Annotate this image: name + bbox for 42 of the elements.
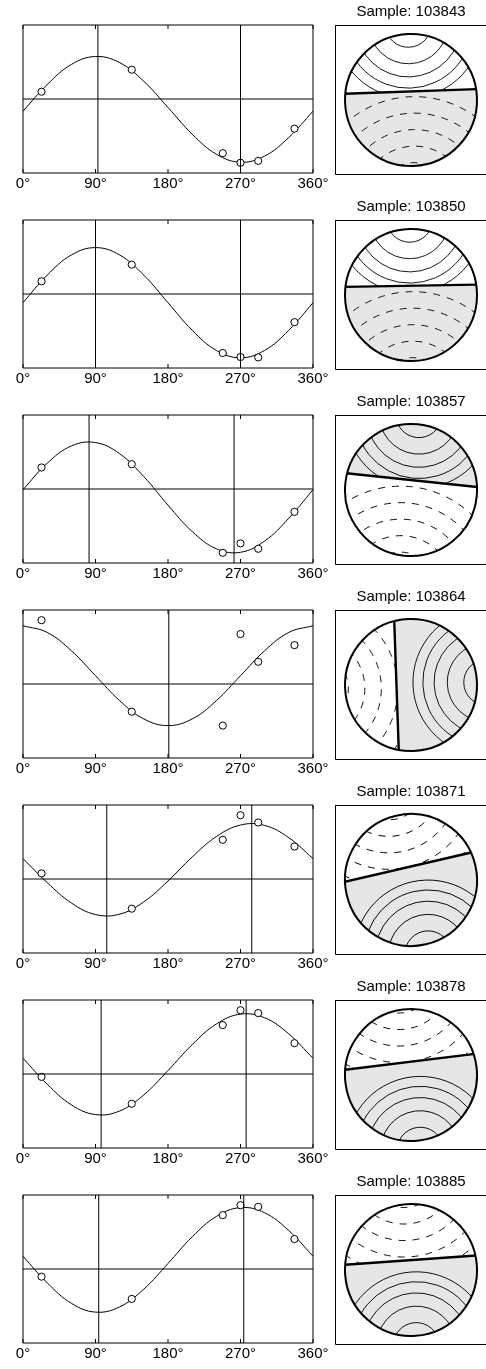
x-tick-label: 360° (297, 1344, 329, 1362)
text: Sample: 103857 (356, 392, 466, 410)
text: Sample: 103871 (356, 782, 466, 800)
text: Sample: 103864 (356, 587, 466, 605)
x-tick-label: 360° (297, 1149, 329, 1167)
x-tick-label: 90° (84, 759, 107, 777)
text: Sample: 103878 (356, 977, 466, 995)
text: Sample: 103850 (356, 197, 466, 215)
x-tick-label: 180° (152, 954, 184, 972)
x-tick-label: 0° (15, 174, 31, 192)
x-tick-label: 0° (15, 759, 31, 777)
x-tick-label: 270° (224, 759, 257, 777)
x-tick-label: 360° (297, 954, 329, 972)
x-tick-label: 270° (224, 1149, 257, 1167)
text: Sample: 103885 (356, 1172, 466, 1190)
x-tick-label: 270° (224, 174, 257, 192)
x-tick-label: 180° (152, 1149, 184, 1167)
x-tick-label: 180° (152, 1344, 184, 1362)
x-tick-label: 360° (297, 174, 329, 192)
x-tick-label: 180° (152, 759, 184, 777)
x-tick-label: 0° (15, 1149, 31, 1167)
x-tick-label: 0° (15, 954, 31, 972)
x-tick-label: 270° (224, 564, 257, 582)
x-tick-label: 180° (152, 564, 184, 582)
x-tick-label: 180° (152, 174, 184, 192)
x-tick-label: 360° (297, 564, 329, 582)
x-tick-label: 90° (84, 1149, 107, 1167)
x-tick-label: 90° (84, 564, 107, 582)
x-tick-label: 0° (15, 564, 31, 582)
x-tick-label: 90° (84, 369, 107, 387)
x-tick-label: 360° (297, 369, 329, 387)
x-tick-label: 90° (84, 954, 107, 972)
text: Sample: 103843 (356, 2, 466, 20)
x-tick-label: 90° (84, 174, 107, 192)
x-tick-label: 270° (224, 954, 257, 972)
x-tick-label: 270° (224, 1344, 257, 1362)
x-tick-label: 90° (84, 1344, 107, 1362)
x-tick-label: 180° (152, 369, 184, 387)
x-tick-label: 360° (297, 759, 329, 777)
x-tick-label: 270° (224, 369, 257, 387)
x-tick-label: 0° (15, 369, 31, 387)
x-tick-label: 0° (15, 1344, 31, 1362)
